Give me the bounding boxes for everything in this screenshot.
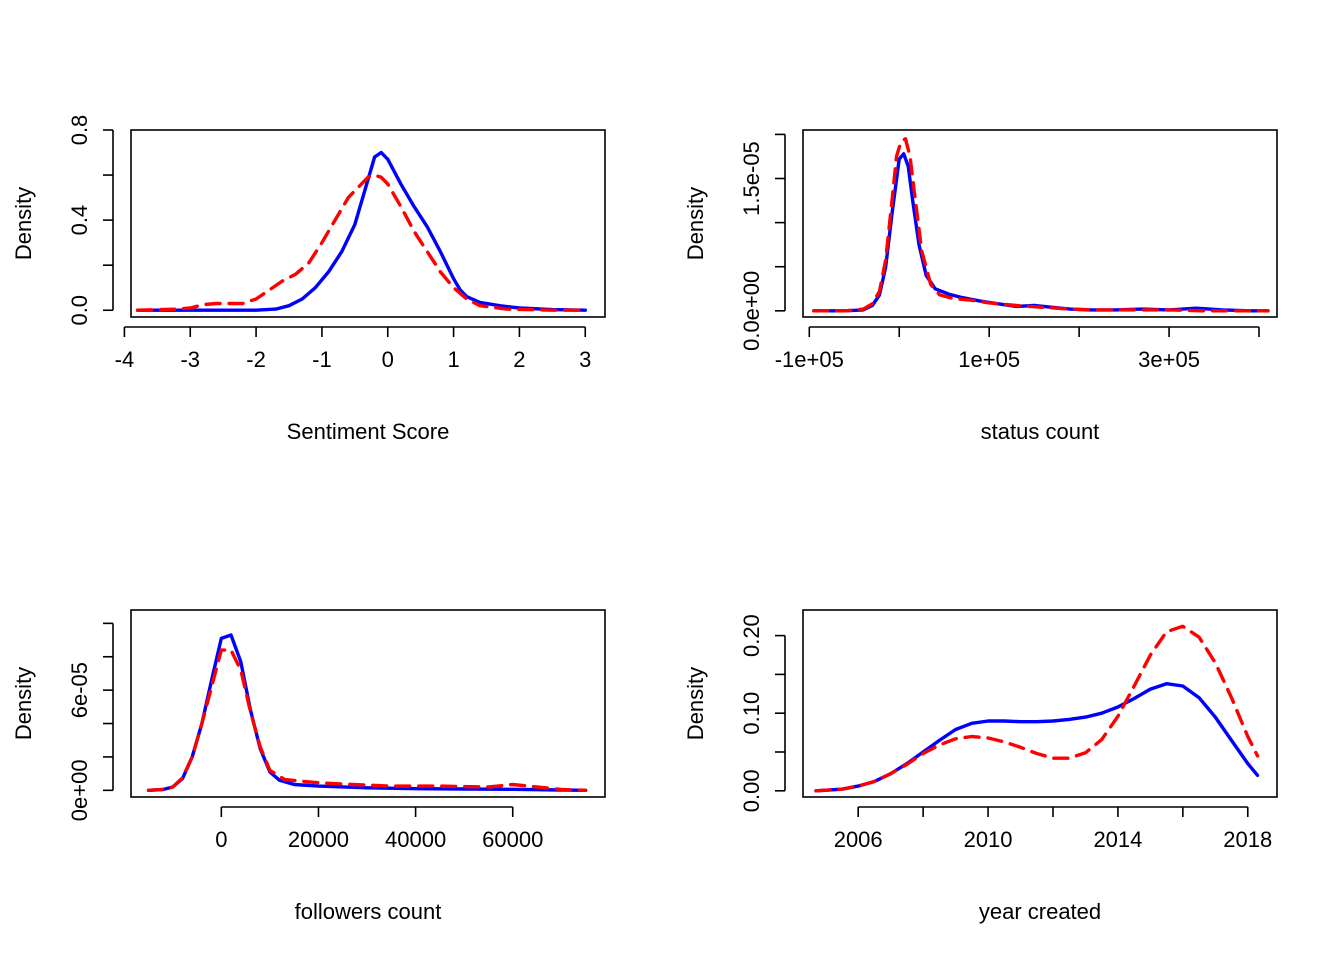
density-line-solid-blue [814,682,1260,793]
x-tick-label: 2010 [964,827,1013,852]
x-tick-label: -2 [246,347,266,372]
y-tick-label: 1.5e-05 [739,141,764,216]
x-axis-label: year created [979,899,1101,924]
y-tick-label: 6e-05 [67,662,92,718]
plot-frame [802,129,1278,318]
y-tick-label: 0.0 [67,295,92,326]
sentiment-score-density-plot: -4 -3 -2 -1 0 1 2 3 0.0 0.4 0.8 Sentiment Score Dens… [11,115,606,444]
plot-frame [130,609,606,798]
y-tick-label: 0.00 [739,769,764,812]
x-tick-label: 3 [579,347,591,372]
x-tick-label: -3 [180,347,200,372]
x-tick-label: 1e+05 [958,347,1020,372]
density-line-dashed-red [135,173,587,312]
x-tick-label: 2006 [834,827,883,852]
x-tick-label: -1e+05 [775,347,844,372]
x-tick-label: 40000 [385,827,446,852]
x-tick-label: 2018 [1223,827,1272,852]
plot-frame [130,129,606,318]
x-tick-label: 60000 [482,827,543,852]
x-axis-label: Sentiment Score [287,419,450,444]
y-tick-label: 0.0e+00 [739,271,764,351]
x-axis-label: status count [981,419,1100,444]
y-axis-label: Density [683,187,708,260]
y-tick-label: 0.8 [67,115,92,146]
followers-count-density-plot: 0 20000 40000 60000 0e+00 6e-05 followers coun… [11,609,606,924]
x-tick-label: -1 [312,347,332,372]
y-tick-label: 0.4 [67,205,92,236]
x-tick-label: 3e+05 [1138,347,1200,372]
x-tick-label: 1 [447,347,459,372]
y-axis-label: Density [11,667,36,740]
y-tick-label: 0e+00 [67,759,92,821]
y-tick-label: 0.20 [739,614,764,657]
status-count-density-plot: -1e+05 1e+05 3e+05 0.0e+00 1.5e-05 status cou… [683,129,1278,444]
y-tick-label: 0.10 [739,692,764,735]
density-line-solid-blue [146,633,588,792]
density-line-dashed-red [812,137,1270,313]
x-tick-label: 0 [382,347,394,372]
year-created-density-plot: 2006 2010 2014 2018 0.00 0.10 0.20 year created… [683,609,1278,924]
plot-frame [802,609,1278,798]
x-tick-label: 2014 [1093,827,1142,852]
density-line-solid-blue [135,150,587,312]
density-line-dashed-red [146,648,588,792]
x-tick-label: -4 [115,347,135,372]
x-tick-label: 2 [513,347,525,372]
x-tick-label: 20000 [288,827,349,852]
x-axis-label: followers count [295,899,442,924]
y-axis-label: Density [683,667,708,740]
x-tick-label: 0 [215,827,227,852]
density-line-dashed-red [814,624,1260,793]
y-axis-label: Density [11,187,36,260]
